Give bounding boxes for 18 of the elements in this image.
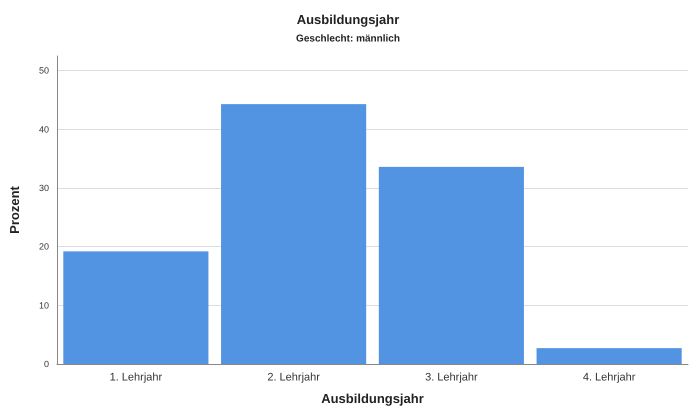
bar (536, 348, 682, 364)
y-tick-label: 0 (44, 359, 49, 369)
bar (63, 251, 208, 364)
y-tick-label: 50 (38, 66, 49, 76)
y-axis-title: Prozent (7, 185, 22, 234)
bar (378, 166, 524, 364)
x-tick-label: 4. Lehrjahr (582, 372, 636, 384)
y-tick-label: 20 (38, 242, 49, 252)
y-tick-label: 10 (38, 300, 49, 310)
x-axis-title: Ausbildungsjahr (321, 391, 424, 406)
chart-subtitle: Geschlecht: männlich (296, 34, 400, 44)
x-tick-label: 1. Lehrjahr (110, 372, 163, 384)
y-tick-label: 30 (38, 183, 49, 193)
x-tick-label: 2. Lehrjahr (267, 372, 320, 384)
x-tick-label: 3. Lehrjahr (425, 372, 478, 384)
y-tick-label: 40 (38, 124, 49, 134)
chart-title: Ausbildungsjahr (296, 12, 400, 27)
bar (221, 104, 366, 364)
